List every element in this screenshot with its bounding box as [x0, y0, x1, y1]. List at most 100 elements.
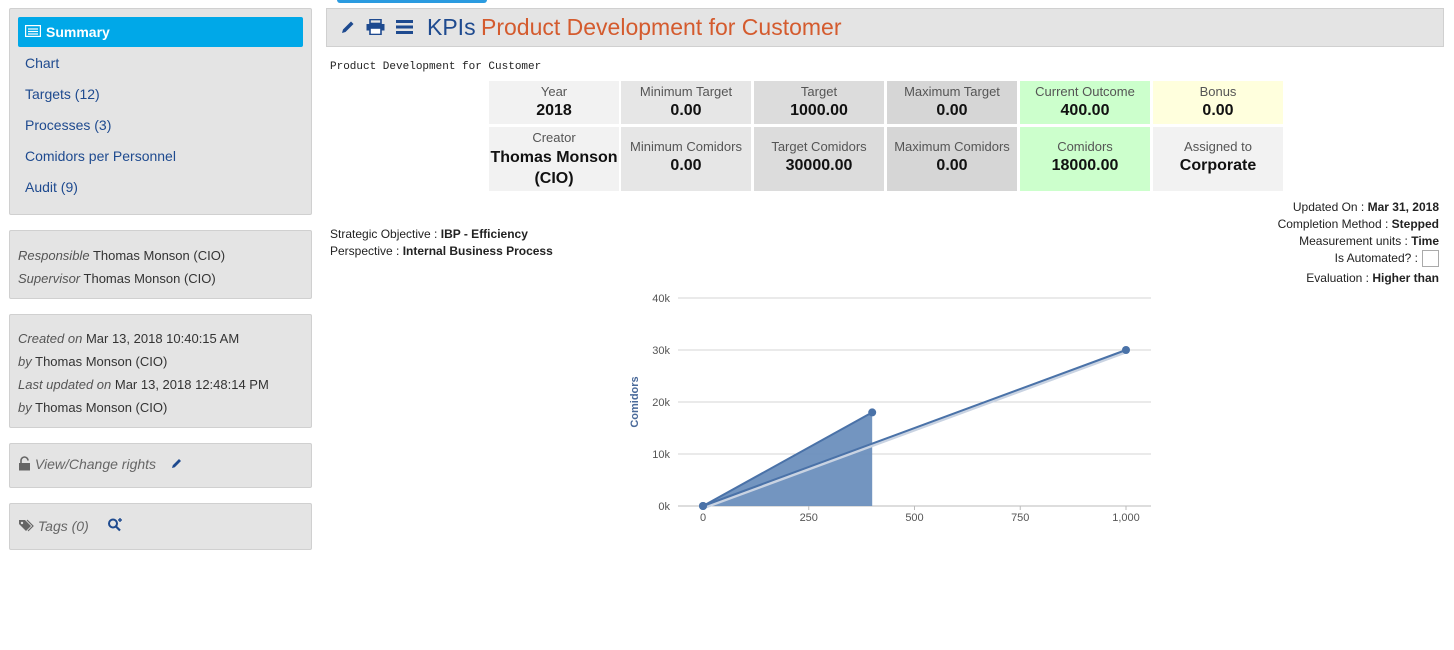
automated-label: Is Automated? :	[1334, 251, 1418, 265]
cell-value: 30000.00	[785, 157, 853, 174]
y-tick-label: 10k	[652, 449, 670, 461]
cell-value: 2018	[536, 102, 572, 119]
cell-value: 0.00	[1202, 102, 1234, 119]
cell-value: 0.00	[936, 157, 968, 174]
cell-head: Target	[800, 84, 838, 99]
created-value: Mar 13, 2018 10:40:15 AM	[85, 331, 240, 346]
cell-min-comidors: Minimum Comidors 0.00	[621, 127, 751, 191]
edit-rights-icon[interactable]	[170, 456, 183, 472]
method-label: Completion Method :	[1277, 217, 1389, 231]
nav-panel: Summary Chart Targets (12) Processes (3)…	[9, 8, 312, 215]
objective-value: IBP - Efficiency	[440, 227, 528, 241]
line-series-shadow	[702, 350, 1127, 510]
cell-head: Target Comidors	[771, 139, 867, 154]
x-tick-label: 750	[1011, 512, 1029, 524]
perspective-label: Perspective :	[330, 244, 400, 258]
data-point	[1122, 346, 1130, 354]
top-accent-strip	[337, 0, 487, 3]
print-icon[interactable]	[366, 18, 385, 40]
cell-value: 1000.00	[790, 102, 848, 119]
perspective-value: Internal Business Process	[402, 244, 553, 258]
cell-creator: Creator Thomas Monson (CIO)	[489, 127, 619, 191]
updated-value: Mar 13, 2018 12:48:14 PM	[114, 377, 269, 392]
lock-icon	[18, 456, 31, 472]
cell-head: Minimum Comidors	[630, 139, 742, 154]
cell-min-target: Minimum Target 0.00	[621, 81, 751, 124]
nav-summary[interactable]: Summary	[18, 17, 303, 47]
cell-head: Year	[540, 84, 568, 99]
cell-head: Maximum Comidors	[894, 139, 1010, 154]
updated-on-label: Updated On :	[1292, 200, 1365, 214]
units-label: Measurement units :	[1299, 234, 1408, 248]
section-link[interactable]: KPIs	[427, 14, 476, 40]
cell-bonus: Bonus 0.00	[1153, 81, 1283, 124]
updated-label: Last updated on	[18, 377, 112, 392]
cell-value: 0.00	[670, 157, 702, 174]
cell-head: Creator	[532, 130, 576, 145]
page-header: KPIs Product Development for Customer	[326, 8, 1444, 47]
cell-head: Current Outcome	[1035, 84, 1135, 99]
nav-targets[interactable]: Targets (12)	[25, 86, 100, 102]
y-tick-label: 20k	[652, 397, 670, 409]
nav-audit[interactable]: Audit (9)	[25, 179, 78, 195]
cell-current-outcome: Current Outcome 400.00	[1020, 81, 1150, 124]
cell-head: Minimum Target	[639, 84, 733, 99]
data-point	[868, 408, 877, 417]
cell-max-target: Maximum Target 0.00	[887, 81, 1017, 124]
y-tick-label: 40k	[652, 293, 670, 305]
created-label: Created on	[18, 331, 83, 346]
objective-label: Strategic Objective :	[330, 227, 438, 241]
area-series-line	[702, 411, 873, 507]
automated-checkbox[interactable]	[1422, 250, 1439, 268]
x-tick-label: 250	[800, 512, 818, 524]
x-tick-label: 0	[700, 512, 706, 524]
kpi-chart: 0k 10k 20k 30k 40k 0 250 500 750 1,000 Comidors	[629, 293, 1151, 524]
y-tick-label: 30k	[652, 345, 670, 357]
cell-assigned-to: Assigned to Corporate	[1153, 127, 1283, 191]
updated-by-value: Thomas Monson (CIO)	[35, 400, 168, 415]
nav-chart[interactable]: Chart	[25, 55, 60, 71]
cell-value: 0.00	[936, 102, 968, 119]
rights-panel: View/Change rights	[9, 443, 312, 488]
responsible-label: Responsible	[18, 248, 90, 263]
y-axis-label: Comidors	[629, 376, 641, 427]
kpi-info-right: Updated On : Mar 31, 2018 Completion Met…	[1278, 199, 1439, 287]
updated-by-label: by	[18, 400, 32, 415]
cell-head: Comidors	[1057, 139, 1113, 154]
cell-comidors: Comidors 18000.00	[1020, 127, 1150, 191]
nav-comidors-per-personnel[interactable]: Comidors per Personnel	[25, 148, 176, 164]
cell-value: Thomas Monson (CIO)	[490, 149, 618, 187]
units-value: Time	[1411, 234, 1439, 248]
edit-icon[interactable]	[340, 19, 355, 40]
people-panel: Responsible Thomas Monson (CIO) Supervis…	[9, 230, 312, 299]
cell-value: 400.00	[1060, 102, 1110, 119]
cell-max-comidors: Maximum Comidors 0.00	[887, 127, 1017, 191]
method-value: Stepped	[1391, 217, 1439, 231]
line-series	[702, 349, 1127, 507]
data-point	[699, 502, 707, 510]
created-by-value: Thomas Monson (CIO)	[35, 354, 168, 369]
supervisor-value: Thomas Monson (CIO)	[83, 271, 216, 286]
kpi-info-left: Strategic Objective : IBP - Efficiency P…	[330, 226, 553, 260]
evaluation-label: Evaluation :	[1306, 271, 1369, 286]
cell-value: 18000.00	[1051, 157, 1119, 174]
menu-icon[interactable]	[396, 19, 414, 40]
search-tags-icon[interactable]	[107, 518, 123, 534]
cell-target: Target 1000.00	[754, 81, 884, 124]
cell-head: Maximum Target	[904, 84, 1000, 99]
x-tick-label: 500	[905, 512, 923, 524]
tags-label: Tags (0)	[37, 518, 89, 534]
cell-target-comidors: Target Comidors 30000.00	[754, 127, 884, 191]
kpi-title: Product Development for Customer	[330, 61, 542, 73]
cell-value: Corporate	[1179, 157, 1257, 174]
dates-panel: Created on Mar 13, 2018 10:40:15 AM by T…	[9, 314, 312, 428]
list-icon	[24, 17, 42, 47]
evaluation-value: Higher than	[1372, 271, 1439, 286]
updated-on-value: Mar 31, 2018	[1367, 200, 1439, 214]
rights-label[interactable]: View/Change rights	[34, 456, 157, 472]
cell-head: Bonus	[1199, 84, 1237, 99]
nav-summary-label: Summary	[46, 24, 110, 40]
tags-icon	[18, 518, 34, 534]
nav-processes[interactable]: Processes (3)	[25, 117, 112, 133]
supervisor-label: Supervisor	[18, 271, 81, 286]
